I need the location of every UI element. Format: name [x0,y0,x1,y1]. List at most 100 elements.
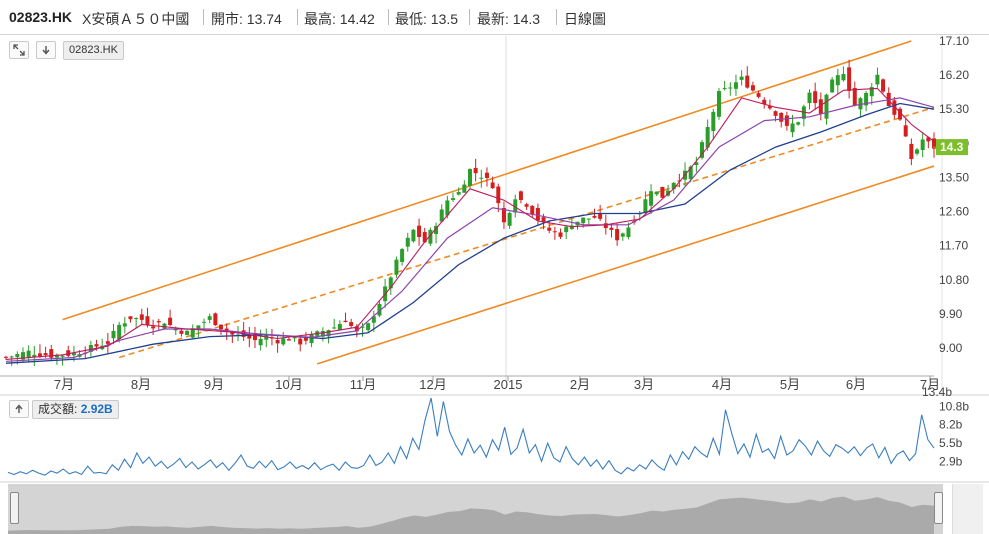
candle-body [620,233,625,237]
instrument-name: X安碩Ａ５０中國 [82,11,190,27]
candle-body [139,314,144,320]
quote-header: 02823.HK X安碩Ａ５０中國 開市: 13.74 最高: 14.42 最低… [0,0,989,35]
candle-body [903,125,908,137]
last-price: 最新: 14.3 [477,11,541,27]
navigator-scrollbar[interactable] [952,484,983,534]
candle-body [801,106,806,119]
candle-body [654,191,659,195]
x-tick-label: 2015 [494,377,523,392]
last-price-tag [936,139,968,156]
candle-body [400,249,405,262]
x-tick-label: 3月 [634,377,654,392]
header-divider [203,9,204,25]
candle-body [790,123,795,133]
candle-body [190,328,195,338]
candle-body [264,335,269,340]
candle-body [615,229,620,241]
candle-body [43,353,48,356]
candle-body [439,209,444,222]
candle-body [688,166,693,180]
candle-body [111,330,116,339]
candle-body [932,138,936,149]
candle-body [501,208,506,223]
candle-body [694,162,699,166]
candle-body [15,354,20,358]
candle-body [343,320,348,323]
candle-body [26,350,31,358]
candle-body [818,99,823,114]
y-tick-label: 11.70 [939,239,968,253]
candle-body [9,356,14,358]
candle-body [196,325,201,331]
candle-body [660,186,665,198]
candle-body [32,354,37,357]
volume-collapse-button[interactable] [9,400,29,418]
candle-body [411,229,416,242]
candle-body [185,330,190,336]
candle-body [552,231,557,233]
candle-body [122,323,127,327]
candle-body [162,323,167,329]
x-tick-label: 12月 [419,377,446,392]
candle-body [892,100,897,115]
menu-dropdown-button[interactable] [36,41,56,59]
candle-body [4,356,8,358]
candle-body [926,137,931,142]
volume-axis-top-label: 13.4b [922,385,952,399]
candle-body [484,172,489,178]
candle-body [586,218,591,220]
candle-body [875,74,880,85]
candle-body [858,98,863,110]
candle-body [541,217,546,223]
candle-body [145,316,150,325]
candle-body [598,213,603,219]
candle-body [920,139,925,151]
header-divider [297,9,298,25]
candle-body [796,122,801,125]
candle-body [473,167,478,174]
candle-body [445,200,450,216]
candle-body [864,92,869,106]
candle-body [422,232,427,243]
candle-body [711,111,716,132]
navigator-series-area [8,496,934,534]
candle-body [909,143,914,160]
header-divider [469,9,470,25]
volume-legend: 成交額: 2.92B [32,400,119,419]
navigator-left-handle[interactable] [10,492,19,524]
candle-body [716,91,721,117]
x-tick-label: 11月 [350,377,377,392]
candle-body [94,344,99,347]
ma-long-line [5,102,935,364]
candle-body [451,198,456,200]
navigator-right-handle[interactable] [934,492,943,524]
candle-body [213,313,218,326]
candle-body [767,106,772,109]
channel-lower-line [316,165,935,365]
candle-body [468,169,472,186]
volume-label-text: 成交額: [38,402,78,416]
candle-body [66,350,71,356]
candle-body [156,321,161,323]
candle-body [88,344,93,352]
candle-body [784,115,789,126]
candle-body [247,334,252,339]
low-price: 最低: 13.5 [395,11,459,27]
ma-mid-line [5,97,935,362]
candle-body [581,217,586,224]
candle-body [151,326,156,329]
candle-body [739,76,744,80]
candle-body [728,87,733,89]
candle-body [230,331,235,335]
header-divider [556,9,557,25]
x-tick-label: 4月 [712,377,732,392]
candle-body [813,91,818,104]
candle-body [807,92,812,104]
candle-body [128,316,133,320]
candle-body [547,227,552,231]
expand-button[interactable] [9,41,29,59]
channel-middle-line [118,106,935,359]
candle-body [558,232,563,237]
candle-body [371,316,376,323]
